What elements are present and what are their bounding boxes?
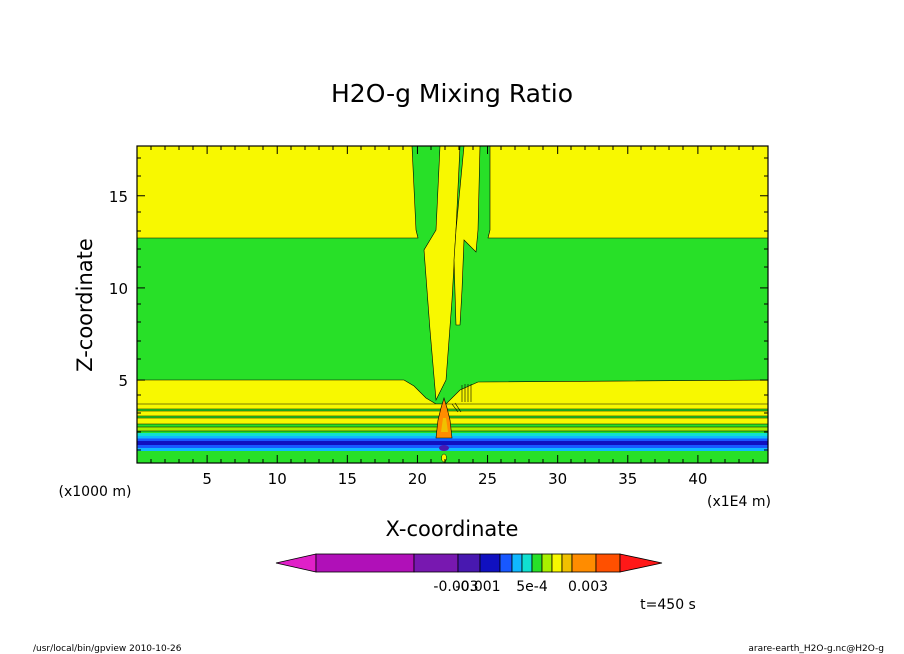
colorbar-tick-label: -0.003 <box>433 579 478 595</box>
x-tick-label: 30 <box>548 470 567 488</box>
colorbar-tick-label: -0.001 <box>455 579 500 595</box>
y-tick-label: 15 <box>109 188 128 206</box>
x-tick-label: 35 <box>618 470 637 488</box>
colorbar-box <box>551 553 563 573</box>
colorbar-box <box>413 553 459 573</box>
x-tick-label: 15 <box>338 470 357 488</box>
colorbar-box <box>571 553 597 573</box>
x-tick-label: 40 <box>688 470 707 488</box>
colorbar-box <box>499 553 513 573</box>
colorbar-box <box>561 553 573 573</box>
colorbar <box>275 553 663 573</box>
footer-left: /usr/local/bin/gpview 2010-10-26 <box>33 644 182 654</box>
colorbar-extension-low <box>275 553 317 573</box>
y-axis-label: Z-coordinate <box>73 238 97 372</box>
x-tick-label: 25 <box>478 470 497 488</box>
minor-ticks <box>137 146 768 463</box>
x-axis-ticks: 5 10 15 20 25 30 35 40 <box>202 146 707 488</box>
colorbar-box <box>595 553 621 573</box>
colorbar-box <box>541 553 553 573</box>
x-tick-label: 5 <box>202 470 212 488</box>
colorbar-box <box>315 553 415 573</box>
colorbar-extension-high <box>619 553 663 573</box>
chart-title: H2O-g Mixing Ratio <box>331 79 573 108</box>
colorbar-box <box>457 553 481 573</box>
time-label: t=450 s <box>640 597 696 613</box>
x-axis-label: X-coordinate <box>386 517 519 541</box>
colorbar-box <box>521 553 533 573</box>
colorbar-box <box>511 553 523 573</box>
colorbar-tick-label: 5e-4 <box>516 579 548 595</box>
y-tick-label: 10 <box>109 280 128 298</box>
contour-field <box>137 146 768 463</box>
colorbar-tick-labels: -0.003-0.001 5e-4 0.003 <box>433 579 608 595</box>
colorbar-tick-label: 0.003 <box>568 579 608 595</box>
y-tick-label: 5 <box>118 372 128 390</box>
footer-right: arare-earth_H2O-g.nc@H2O-g <box>748 644 884 654</box>
x-axis-unit: (x1E4 m) <box>707 494 771 510</box>
y-axis-unit: (x1000 m) <box>59 484 132 500</box>
y-axis-ticks: 5 10 15 <box>109 188 768 390</box>
colorbar-box <box>479 553 501 573</box>
colorbar-box <box>531 553 543 573</box>
x-tick-label: 20 <box>408 470 427 488</box>
x-tick-label: 10 <box>268 470 287 488</box>
